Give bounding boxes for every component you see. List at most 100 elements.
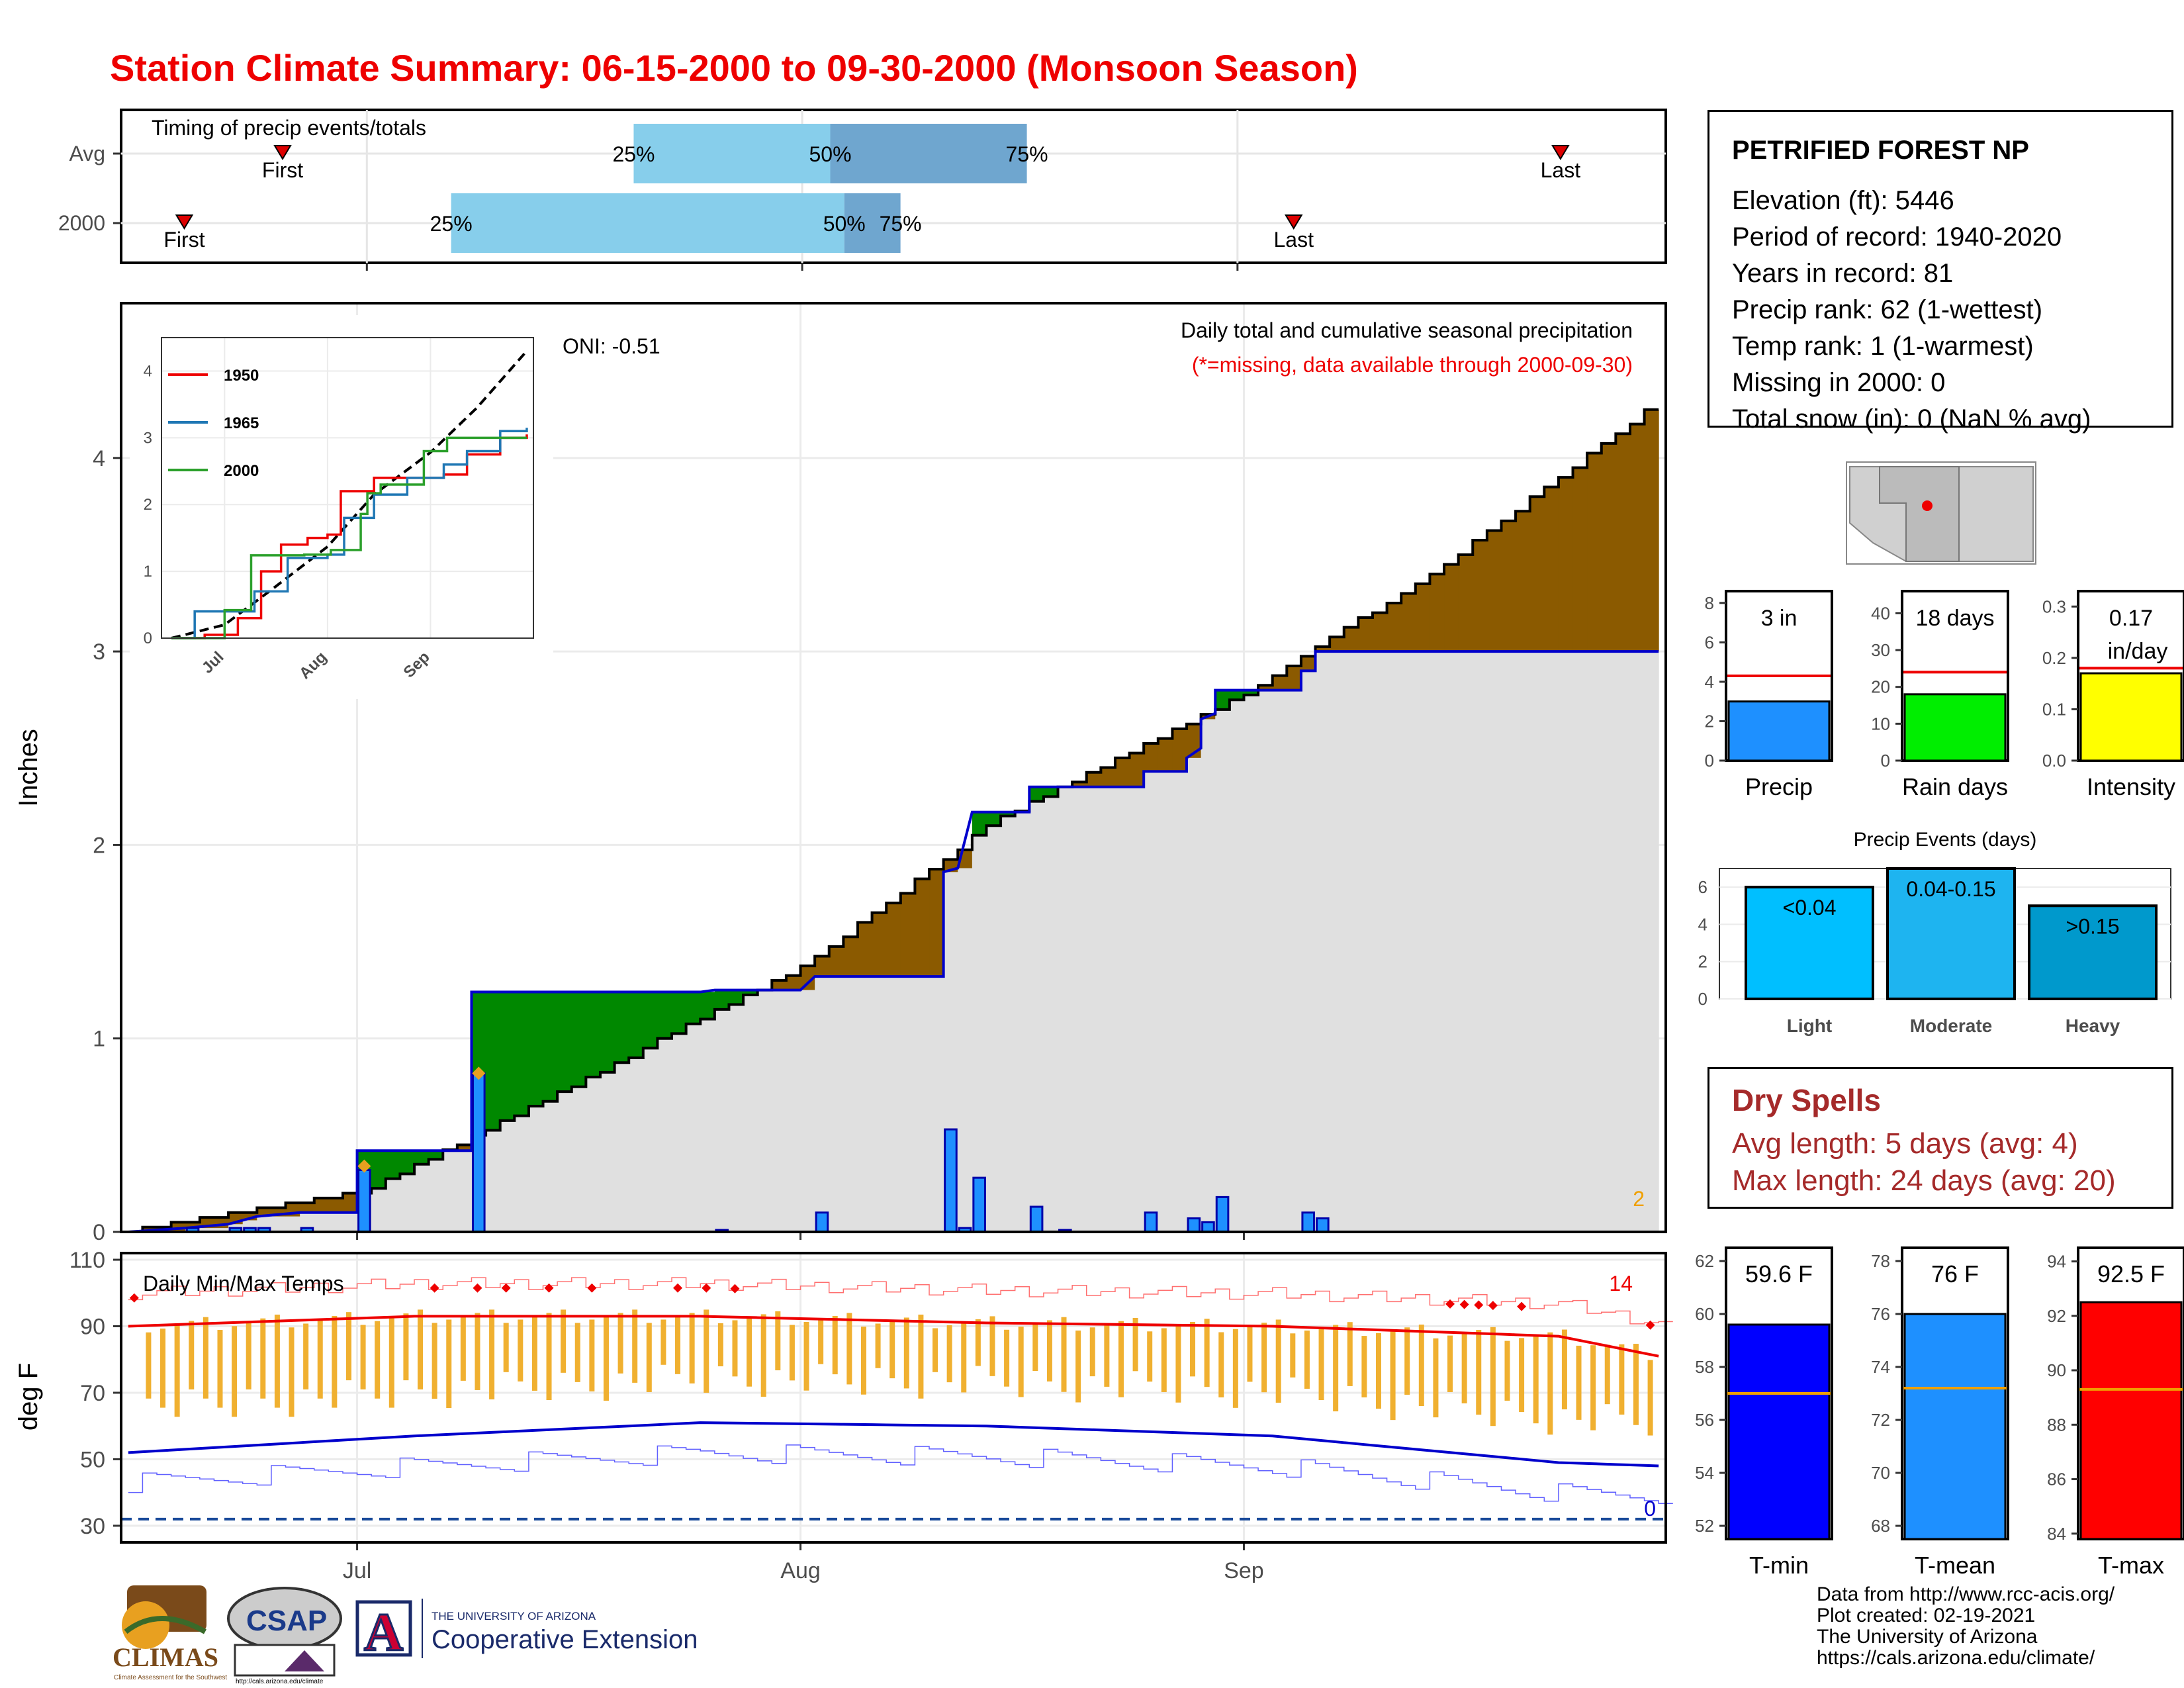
precip-chart: 0 1 2 3 4 Daily total and cumulative seasonal… xyxy=(14,302,1667,1245)
timing-q25-label: 25% xyxy=(430,212,473,236)
precip-daily-bar xyxy=(357,1168,371,1233)
precip-above-avg-fill xyxy=(600,992,615,1072)
temps-daily-bar xyxy=(189,1321,195,1389)
precip-ytick-label: 3 xyxy=(93,639,105,665)
temps-daily-bar xyxy=(1547,1332,1553,1435)
precip-cumulative-fill xyxy=(1358,651,1373,1232)
temps-daily-bar xyxy=(1519,1338,1525,1413)
precip-cumulative-fill xyxy=(886,976,901,1232)
precip-below-avg-fill xyxy=(314,1197,329,1213)
precip-gauges: 0 2 4 6 8 3 in Precip 0 10 20 30 40 18 days Rain days… xyxy=(1705,590,2184,800)
precip-below-avg-fill xyxy=(1644,409,1659,652)
events-bar xyxy=(1745,886,1874,1000)
precip-cumulative-fill xyxy=(486,1130,501,1232)
precip-cumulative-fill xyxy=(1415,651,1430,1232)
events-title: Precip Events (days) xyxy=(1854,829,2037,851)
precip-daily-bar xyxy=(1029,1205,1044,1233)
gp-bar xyxy=(1903,693,2007,762)
precip-below-avg-fill xyxy=(915,878,930,977)
precip-cumulative-fill xyxy=(1544,651,1559,1232)
gt-ytick-label: 84 xyxy=(2047,1524,2066,1544)
precip-below-avg-fill xyxy=(242,1212,257,1221)
temps-daily-bar xyxy=(418,1309,424,1389)
precip-above-avg-fill xyxy=(686,992,701,1024)
precip-below-avg-fill xyxy=(1629,424,1645,652)
temps-daily-bar xyxy=(360,1325,366,1389)
temp-gauges: 52 54 56 58 60 62 59.6 F T-min 68 70 72 74 76 78 76 F T… xyxy=(1695,1246,2184,1579)
precip-ytick-label: 0 xyxy=(93,1220,105,1245)
precip-below-avg-fill xyxy=(185,1222,201,1229)
timing-first-marker xyxy=(175,214,194,230)
precip-subtitle: (*=missing, data available through 2000-… xyxy=(1192,353,1633,377)
precip-cumulative-fill xyxy=(843,976,858,1232)
map-state xyxy=(1879,466,1960,562)
precip-below-avg-fill xyxy=(772,980,787,990)
temps-daily-bar xyxy=(875,1323,881,1368)
precip-daily-bar xyxy=(972,1176,986,1233)
temps-record-low-line xyxy=(128,1444,1673,1504)
csap-logo[interactable]: CSAP http://cals.arizona.edu/climate xyxy=(227,1587,342,1685)
gp-ytick-label: 0 xyxy=(1705,751,1714,771)
temps-daily-bar xyxy=(1175,1325,1181,1403)
precip-below-avg-fill xyxy=(1330,637,1345,652)
temps-daily-bar xyxy=(1461,1333,1467,1404)
gt-ytick-label: 94 xyxy=(2047,1252,2066,1272)
temps-daily-bar xyxy=(1433,1338,1439,1418)
precip-daily-bar xyxy=(471,1072,486,1233)
inset-series-line xyxy=(171,428,528,639)
events-category-label: Heavy xyxy=(2066,1015,2120,1036)
dry-spells-box: Dry Spells Avg length: 5 days (avg: 4) M… xyxy=(1707,1067,2173,1209)
temps-daily-bar xyxy=(531,1316,537,1391)
temps-daily-bar xyxy=(603,1316,609,1401)
precip-below-avg-fill xyxy=(300,1203,315,1213)
credit-line: https://cals.arizona.edu/climate/ xyxy=(1817,1647,2095,1669)
gt-ytick-label: 54 xyxy=(1695,1463,1714,1483)
temps-daily-bar xyxy=(503,1323,509,1372)
temps-daily-bar xyxy=(1333,1325,1339,1412)
precip-daily-bar xyxy=(1144,1211,1158,1233)
precip-cumulative-fill xyxy=(1086,786,1101,1232)
gt-bar xyxy=(2079,1301,2183,1540)
precip-above-avg-fill xyxy=(1215,690,1230,710)
timing-chart: Timing of precip events/totals 25% 50% 75% F… xyxy=(58,109,1667,271)
temps-daily-bar xyxy=(1490,1327,1496,1427)
precip-cumulative-fill xyxy=(815,976,830,1232)
temps-daily-bar xyxy=(903,1317,909,1389)
temps-daily-bar xyxy=(1032,1323,1038,1372)
precip-above-avg-fill xyxy=(486,992,501,1131)
inset-average-line xyxy=(171,350,528,639)
precip-cumulative-fill xyxy=(1387,651,1402,1232)
inset-series-line xyxy=(171,436,527,639)
temps-avg-tmax-line xyxy=(128,1315,1659,1358)
station-location-marker xyxy=(1922,500,1933,511)
temps-record-low-count: 0 xyxy=(1644,1497,1656,1521)
precip-below-avg-fill xyxy=(1387,603,1402,652)
state-map xyxy=(1846,461,2036,565)
precip-oni: ONI: -0.51 xyxy=(563,334,660,358)
precip-below-avg-fill xyxy=(1072,782,1087,787)
precip-above-avg-fill xyxy=(543,992,558,1102)
precip-cumulative-fill xyxy=(757,990,772,1232)
precip-above-avg-fill xyxy=(528,992,544,1107)
events-chart: 0 2 4 6 <0.04 Light 0.04-0.15 Moderate >0.15 Heav… xyxy=(1698,829,2171,1036)
temps-chart: 30 50 70 90 110 Jul Aug Sep Daily Min/Max Temps 1… xyxy=(14,1248,1673,1583)
temps-daily-bar xyxy=(232,1326,238,1417)
temps-record-marker xyxy=(730,1284,740,1293)
precip-cumulative-fill xyxy=(714,1009,729,1232)
temps-daily-bar xyxy=(518,1319,523,1382)
temps-daily-bar xyxy=(1004,1329,1010,1387)
gp-ytick-label: 10 xyxy=(1871,714,1890,733)
climas-logo[interactable]: CLIMAS Climate Assessment for the Southw… xyxy=(113,1585,227,1681)
temps-daily-bar xyxy=(246,1322,251,1389)
gt-ytick-label: 52 xyxy=(1695,1516,1714,1536)
precip-cumulative-fill xyxy=(1101,786,1116,1232)
gt-value-label: 59.6 F xyxy=(1745,1260,1813,1288)
precip-below-avg-fill xyxy=(900,893,915,977)
temps-daily-bar xyxy=(1190,1321,1196,1377)
ua-logo[interactable]: A THE UNIVERSITY OF ARIZONA Cooperative … xyxy=(355,1599,698,1664)
precip-above-avg-fill xyxy=(557,992,572,1092)
precip-title: Daily total and cumulative seasonal prec… xyxy=(1181,318,1633,342)
precip-cumulative-fill xyxy=(643,1048,658,1232)
inset-ytick-label: 0 xyxy=(144,630,152,647)
precip-cumulative-fill xyxy=(1029,801,1044,1232)
